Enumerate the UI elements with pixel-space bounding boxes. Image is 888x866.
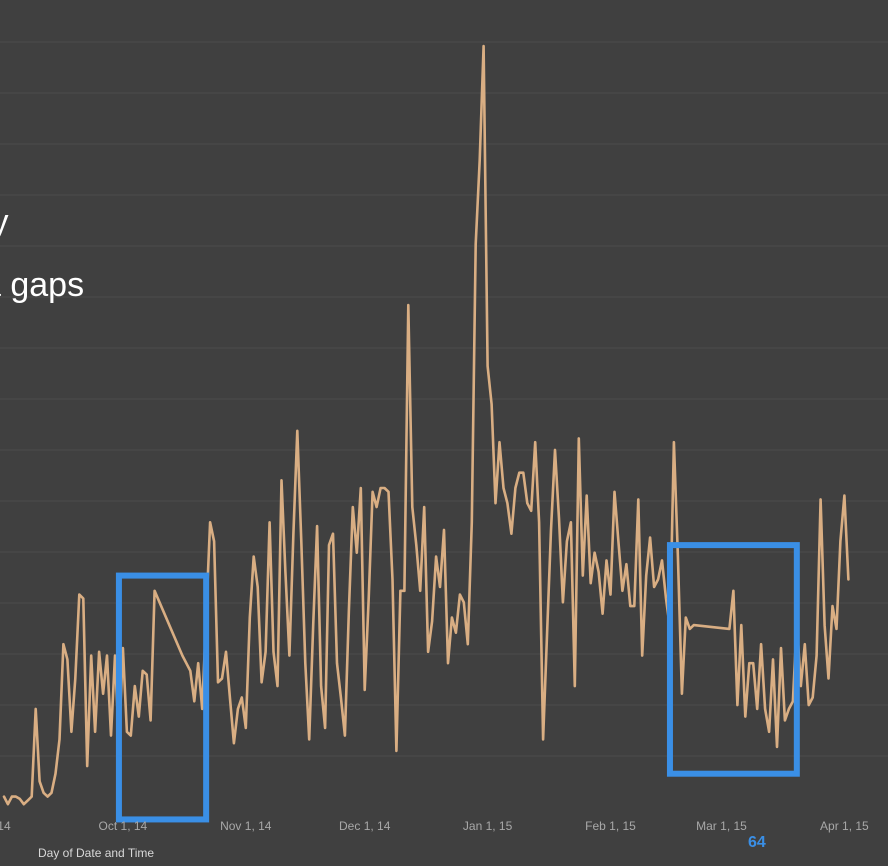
x-axis-title: Day of Date and Time — [38, 846, 155, 860]
x-tick-label: Apr 1, 15 — [820, 819, 869, 833]
x-tick-label: Feb 1, 15 — [585, 819, 636, 833]
x-tick-label: Jan 1, 15 — [463, 819, 513, 833]
slide-text-line-1: ty — [0, 205, 8, 239]
x-tick-label: Dec 1, 14 — [339, 819, 391, 833]
x-tick-label: Nov 1, 14 — [220, 819, 272, 833]
x-tick-label: 14 — [0, 819, 11, 833]
x-tick-label: Oct 1, 14 — [99, 819, 148, 833]
x-tick-label: Mar 1, 15 — [696, 819, 747, 833]
page-number: 64 — [748, 834, 766, 851]
slide-text-line-2: a gaps — [0, 266, 85, 304]
series-line — [2, 44, 850, 806]
highlight-box-2 — [666, 542, 800, 777]
gridlines — [0, 41, 888, 757]
highlight-box-1 — [115, 572, 210, 823]
